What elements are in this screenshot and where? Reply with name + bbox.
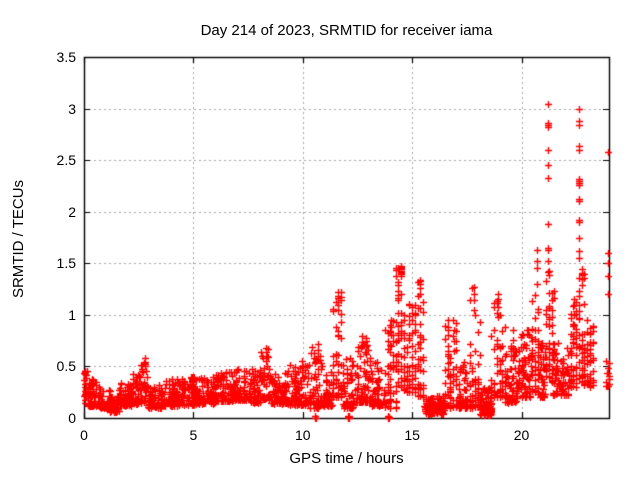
y-axis-label: SRMTID / TECUs [10, 179, 27, 299]
x-axis-label: GPS time / hours [289, 450, 404, 467]
x-tick-label: 5 [189, 427, 198, 443]
y-tick-label: 3.5 [56, 49, 76, 65]
y-tick-label: 2.5 [56, 152, 76, 169]
y-tick-label: 3 [68, 100, 76, 117]
x-tick-label: 10 [294, 427, 311, 443]
y-tick-label: 2 [68, 203, 76, 220]
chart-title: Day 214 of 2023, SRMTID for receiver iam… [200, 22, 493, 39]
x-tick-label: 20 [513, 427, 530, 443]
x-tick-label: 0 [80, 427, 88, 443]
y-tick-label: 0 [68, 410, 76, 426]
y-tick-label: 0.5 [56, 358, 76, 375]
y-tick-label: 1.5 [56, 255, 76, 272]
y-tick-label: 1 [68, 306, 76, 323]
x-tick-label: 15 [404, 427, 420, 443]
